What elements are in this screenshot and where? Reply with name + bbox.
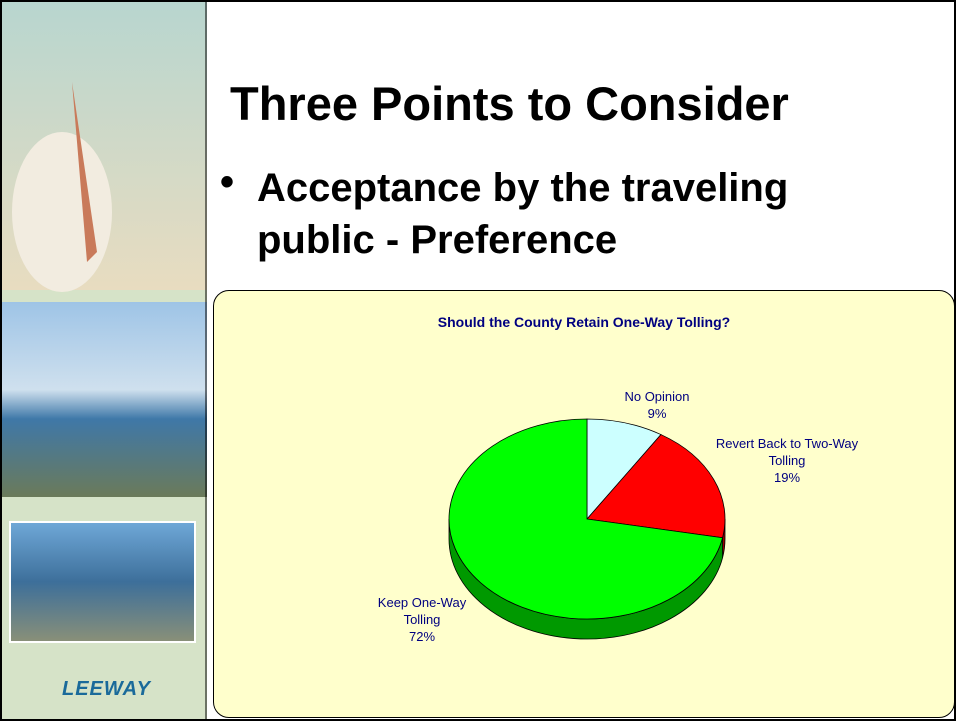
slice-category-label: Keep One-Way Tolling <box>362 594 482 628</box>
slice-value-label: 72% <box>362 628 482 645</box>
slice-category-label: No Opinion <box>607 388 707 405</box>
slice-category-label: Revert Back to Two-Way Tolling <box>707 435 867 469</box>
slice-value-label: 19% <box>707 469 867 486</box>
slide: LEEWAY Three Points to Consider • Accept… <box>0 0 956 721</box>
slice-value-label: 9% <box>607 405 707 422</box>
